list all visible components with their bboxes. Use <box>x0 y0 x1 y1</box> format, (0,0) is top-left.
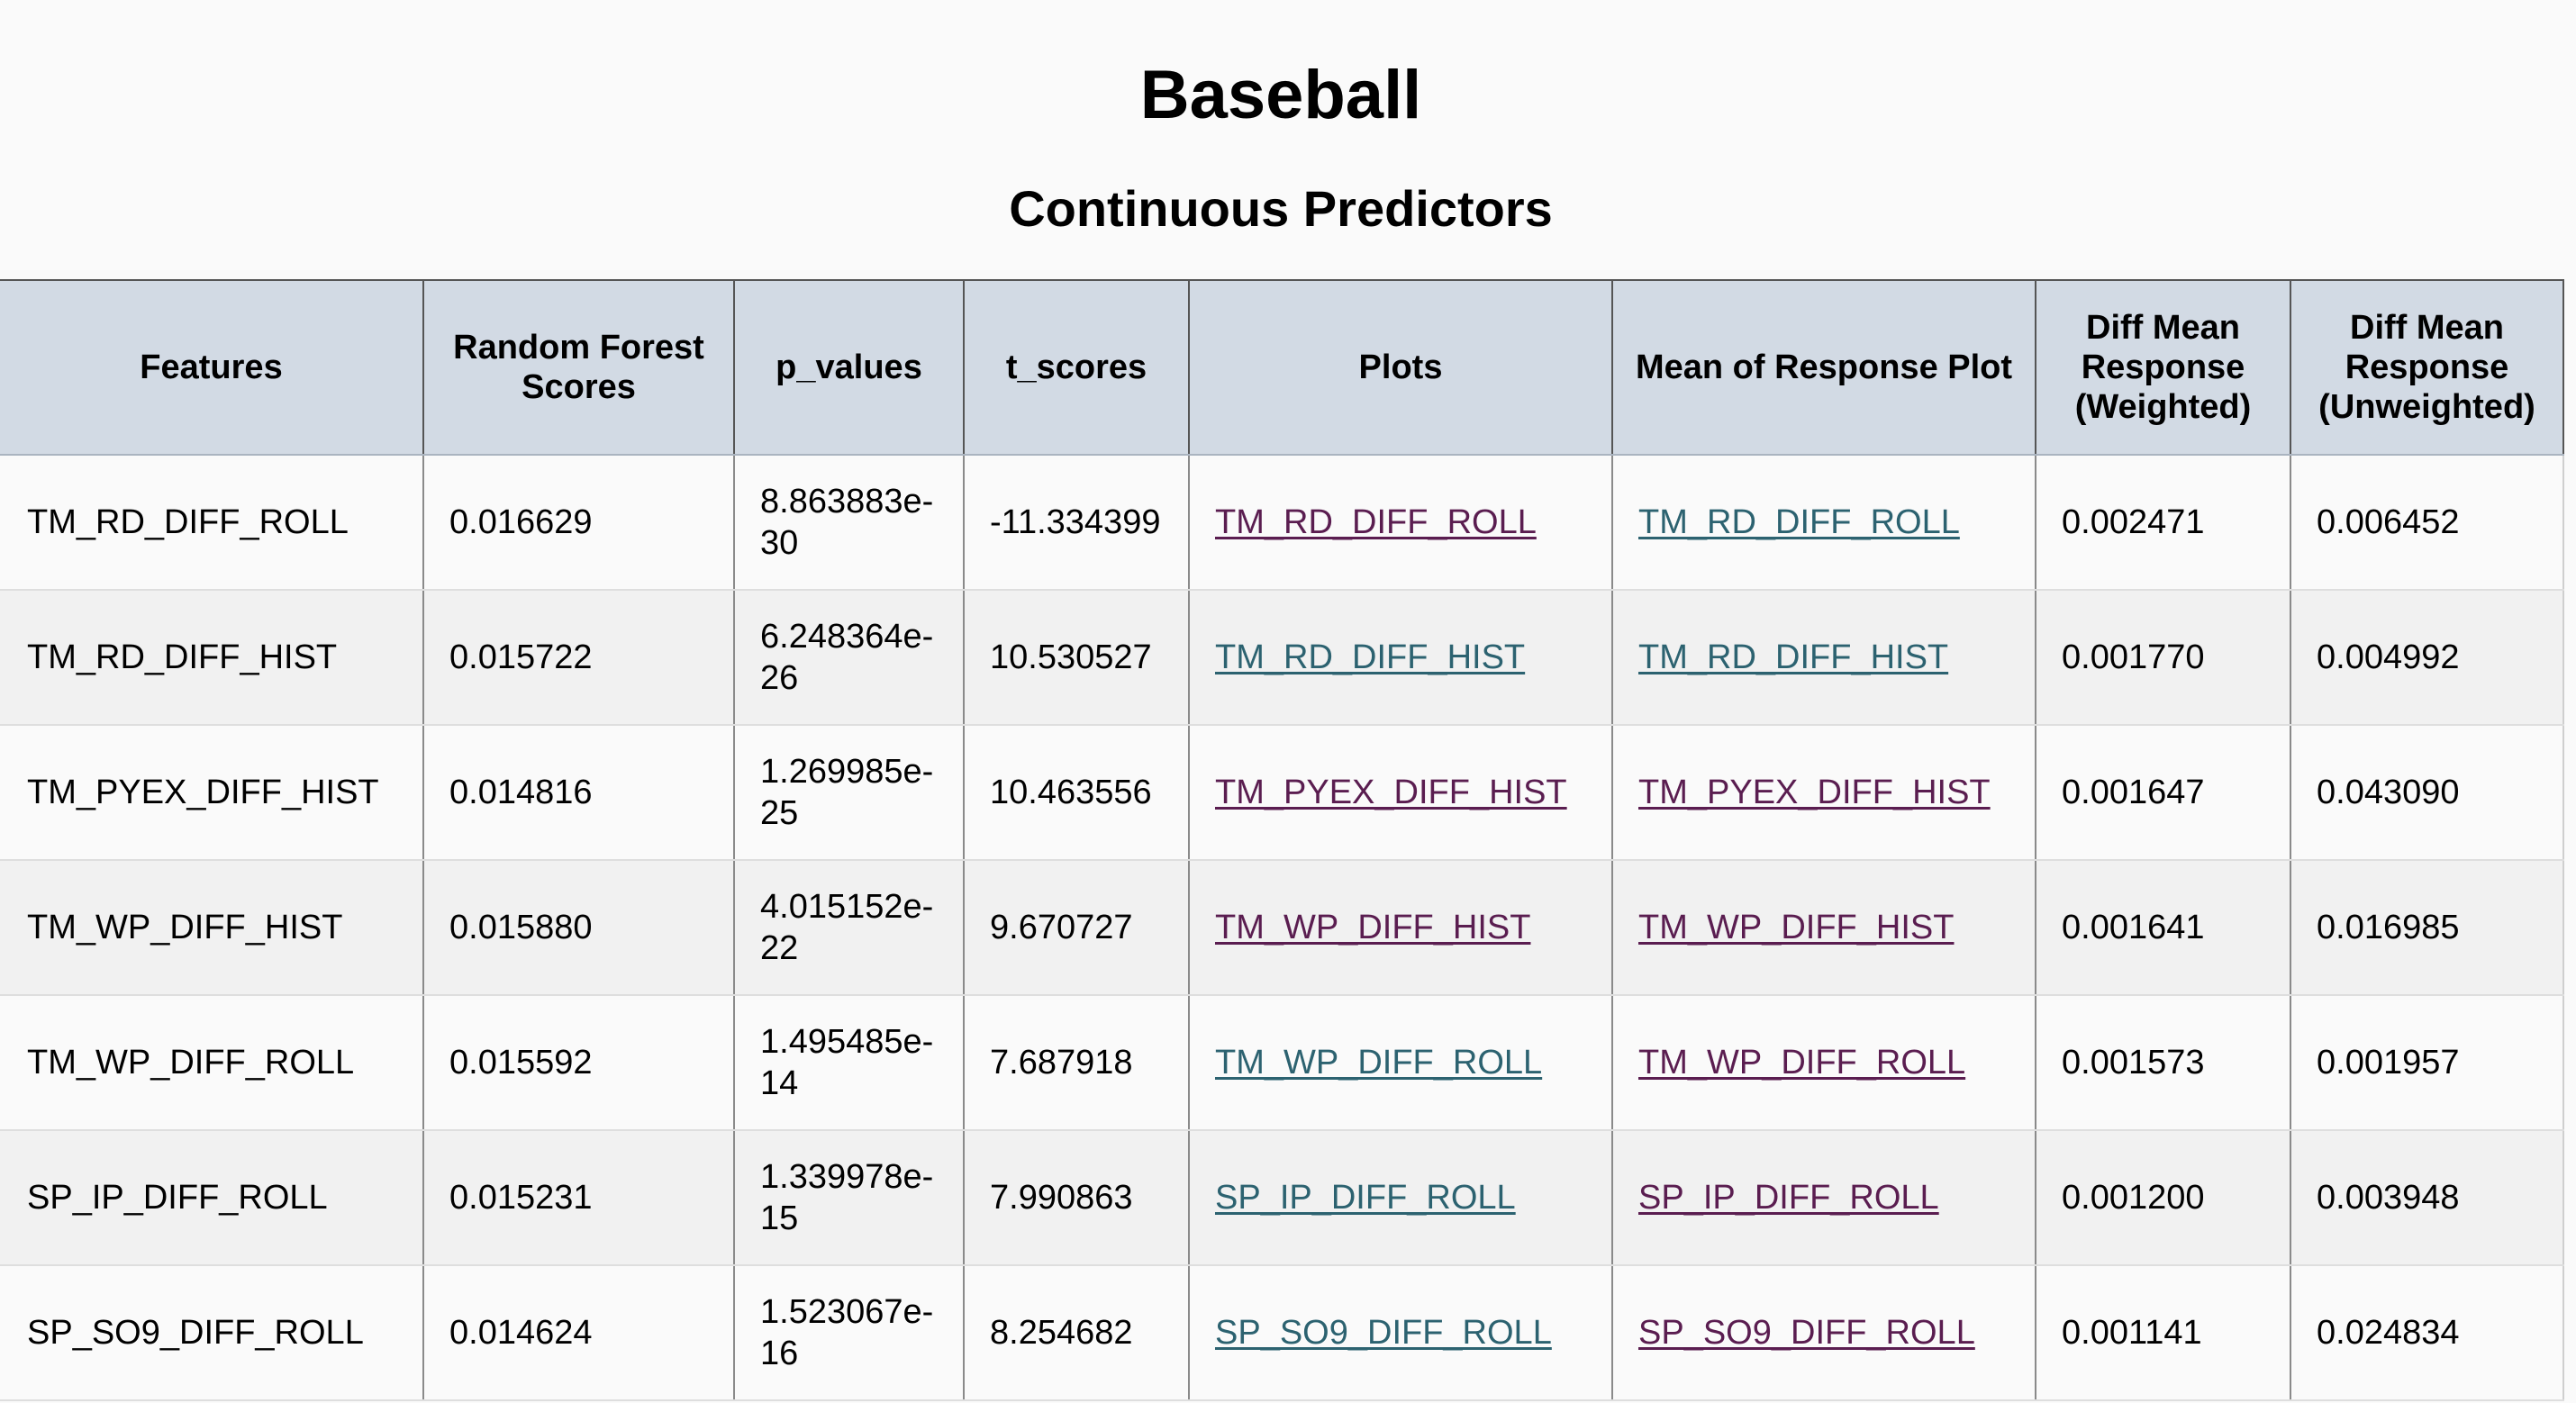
t-score-cell: 7.687918 <box>963 995 1190 1131</box>
diff-mean-response-weighted-cell: 0.001573 <box>2035 995 2291 1131</box>
p-value-cell: 4.015152e-22 <box>733 860 965 996</box>
diff-mean-response-weighted-cell: 0.001647 <box>2035 725 2291 861</box>
continuous-predictors-table: Features Random Forest Scores p_values t… <box>0 279 2564 1401</box>
header-plots: Plots <box>1188 279 1613 456</box>
mean-of-response-plot-link[interactable]: TM_RD_DIFF_HIST <box>1638 638 1949 676</box>
diff-mean-response-weighted-cell: 0.001200 <box>2035 1130 2291 1266</box>
diff-mean-response-weighted-cell: 0.002471 <box>2035 455 2291 591</box>
table-header: Features Random Forest Scores p_values t… <box>0 279 2564 456</box>
plot-cell: SP_IP_DIFF_ROLL <box>1188 1130 1613 1266</box>
mean-of-response-plot-link[interactable]: TM_RD_DIFF_ROLL <box>1638 503 1960 541</box>
table-row: TM_WP_DIFF_ROLL 0.015592 1.495485e-14 7.687… <box>0 995 2564 1131</box>
table-row: SP_SO9_DIFF_ROLL 0.014624 1.523067e-16 8.25… <box>0 1265 2564 1401</box>
t-score-cell: 9.670727 <box>963 860 1190 996</box>
header-diff-mean-response-weighted: Diff Mean Response (Weighted) <box>2035 279 2291 456</box>
p-value-cell: 8.863883e-30 <box>733 455 965 591</box>
diff-mean-response-unweighted-cell: 0.006452 <box>2290 455 2564 591</box>
table-body: TM_RD_DIFF_ROLL 0.016629 8.863883e-30 -11.3… <box>0 455 2564 1401</box>
mean-of-response-plot-link[interactable]: TM_WP_DIFF_ROLL <box>1638 1044 1966 1082</box>
mean-of-response-plot-cell: TM_RD_DIFF_ROLL <box>1611 455 2036 591</box>
feature-cell: TM_RD_DIFF_ROLL <box>0 455 424 591</box>
plot-cell: TM_WP_DIFF_HIST <box>1188 860 1613 996</box>
diff-mean-response-weighted-cell: 0.001770 <box>2035 590 2291 726</box>
feature-cell: TM_WP_DIFF_HIST <box>0 860 424 996</box>
header-features: Features <box>0 279 424 456</box>
header-t-scores: t_scores <box>963 279 1190 456</box>
mean-of-response-plot-cell: TM_WP_DIFF_ROLL <box>1611 995 2036 1131</box>
random-forest-score-cell: 0.014624 <box>422 1265 735 1401</box>
mean-of-response-plot-cell: TM_RD_DIFF_HIST <box>1611 590 2036 726</box>
random-forest-score-cell: 0.015231 <box>422 1130 735 1266</box>
feature-cell: TM_PYEX_DIFF_HIST <box>0 725 424 861</box>
random-forest-score-cell: 0.015722 <box>422 590 735 726</box>
header-p-values: p_values <box>733 279 965 456</box>
p-value-cell: 1.339978e-15 <box>733 1130 965 1266</box>
table-row: SP_IP_DIFF_ROLL 0.015231 1.339978e-15 7.990… <box>0 1130 2564 1266</box>
p-value-cell: 6.248364e-26 <box>733 590 965 726</box>
table-row: TM_WP_DIFF_HIST 0.015880 4.015152e-22 9.670… <box>0 860 2564 996</box>
t-score-cell: 10.530527 <box>963 590 1190 726</box>
plot-link[interactable]: TM_PYEX_DIFF_HIST <box>1215 774 1567 811</box>
random-forest-score-cell: 0.015592 <box>422 995 735 1131</box>
diff-mean-response-weighted-cell: 0.001141 <box>2035 1265 2291 1401</box>
diff-mean-response-unweighted-cell: 0.016985 <box>2290 860 2564 996</box>
header-mean-of-response-plot: Mean of Response Plot <box>1611 279 2036 456</box>
diff-mean-response-weighted-cell: 0.001641 <box>2035 860 2291 996</box>
p-value-cell: 1.523067e-16 <box>733 1265 965 1401</box>
page-title: Baseball <box>1139 57 1422 133</box>
t-score-cell: -11.334399 <box>963 455 1190 591</box>
random-forest-score-cell: 0.016629 <box>422 455 735 591</box>
t-score-cell: 10.463556 <box>963 725 1190 861</box>
header-random-forest-scores: Random Forest Scores <box>422 279 735 456</box>
t-score-cell: 8.254682 <box>963 1265 1190 1401</box>
mean-of-response-plot-link[interactable]: SP_IP_DIFF_ROLL <box>1638 1179 1939 1217</box>
t-score-cell: 7.990863 <box>963 1130 1190 1266</box>
plot-cell: SP_SO9_DIFF_ROLL <box>1188 1265 1613 1401</box>
mean-of-response-plot-cell: TM_PYEX_DIFF_HIST <box>1611 725 2036 861</box>
feature-cell: SP_IP_DIFF_ROLL <box>0 1130 424 1266</box>
random-forest-score-cell: 0.015880 <box>422 860 735 996</box>
diff-mean-response-unweighted-cell: 0.003948 <box>2290 1130 2564 1266</box>
plot-link[interactable]: SP_IP_DIFF_ROLL <box>1215 1179 1516 1217</box>
plot-link[interactable]: TM_RD_DIFF_HIST <box>1215 638 1526 676</box>
mean-of-response-plot-link[interactable]: TM_PYEX_DIFF_HIST <box>1638 774 1991 811</box>
table-row: TM_RD_DIFF_ROLL 0.016629 8.863883e-30 -11.3… <box>0 455 2564 591</box>
mean-of-response-plot-cell: SP_IP_DIFF_ROLL <box>1611 1130 2036 1266</box>
feature-cell: SP_SO9_DIFF_ROLL <box>0 1265 424 1401</box>
diff-mean-response-unweighted-cell: 0.001957 <box>2290 995 2564 1131</box>
mean-of-response-plot-cell: SP_SO9_DIFF_ROLL <box>1611 1265 2036 1401</box>
mean-of-response-plot-link[interactable]: TM_WP_DIFF_HIST <box>1638 909 1955 946</box>
plot-cell: TM_RD_DIFF_HIST <box>1188 590 1613 726</box>
plot-link[interactable]: SP_SO9_DIFF_ROLL <box>1215 1314 1552 1352</box>
mean-of-response-plot-link[interactable]: SP_SO9_DIFF_ROLL <box>1638 1314 1975 1352</box>
table-row: TM_RD_DIFF_HIST 0.015722 6.248364e-26 10.53… <box>0 590 2564 726</box>
feature-cell: TM_WP_DIFF_ROLL <box>0 995 424 1131</box>
random-forest-score-cell: 0.014816 <box>422 725 735 861</box>
diff-mean-response-unweighted-cell: 0.024834 <box>2290 1265 2564 1401</box>
mean-of-response-plot-cell: TM_WP_DIFF_HIST <box>1611 860 2036 996</box>
header-row: Features Random Forest Scores p_values t… <box>0 279 2564 456</box>
header-diff-mean-response-unweighted: Diff Mean Response (Unweighted) <box>2290 279 2564 456</box>
plot-link[interactable]: TM_WP_DIFF_ROLL <box>1215 1044 1543 1082</box>
plot-link[interactable]: TM_WP_DIFF_HIST <box>1215 909 1531 946</box>
p-value-cell: 1.269985e-25 <box>733 725 965 861</box>
plot-cell: TM_WP_DIFF_ROLL <box>1188 995 1613 1131</box>
diff-mean-response-unweighted-cell: 0.004992 <box>2290 590 2564 726</box>
plot-cell: TM_PYEX_DIFF_HIST <box>1188 725 1613 861</box>
plot-cell: TM_RD_DIFF_ROLL <box>1188 455 1613 591</box>
table-row: TM_PYEX_DIFF_HIST 0.014816 1.269985e-25 10.… <box>0 725 2564 861</box>
plot-link[interactable]: TM_RD_DIFF_ROLL <box>1215 503 1537 541</box>
diff-mean-response-unweighted-cell: 0.043090 <box>2290 725 2564 861</box>
section-title: Continuous Predictors <box>1009 180 1553 237</box>
feature-cell: TM_RD_DIFF_HIST <box>0 590 424 726</box>
p-value-cell: 1.495485e-14 <box>733 995 965 1131</box>
